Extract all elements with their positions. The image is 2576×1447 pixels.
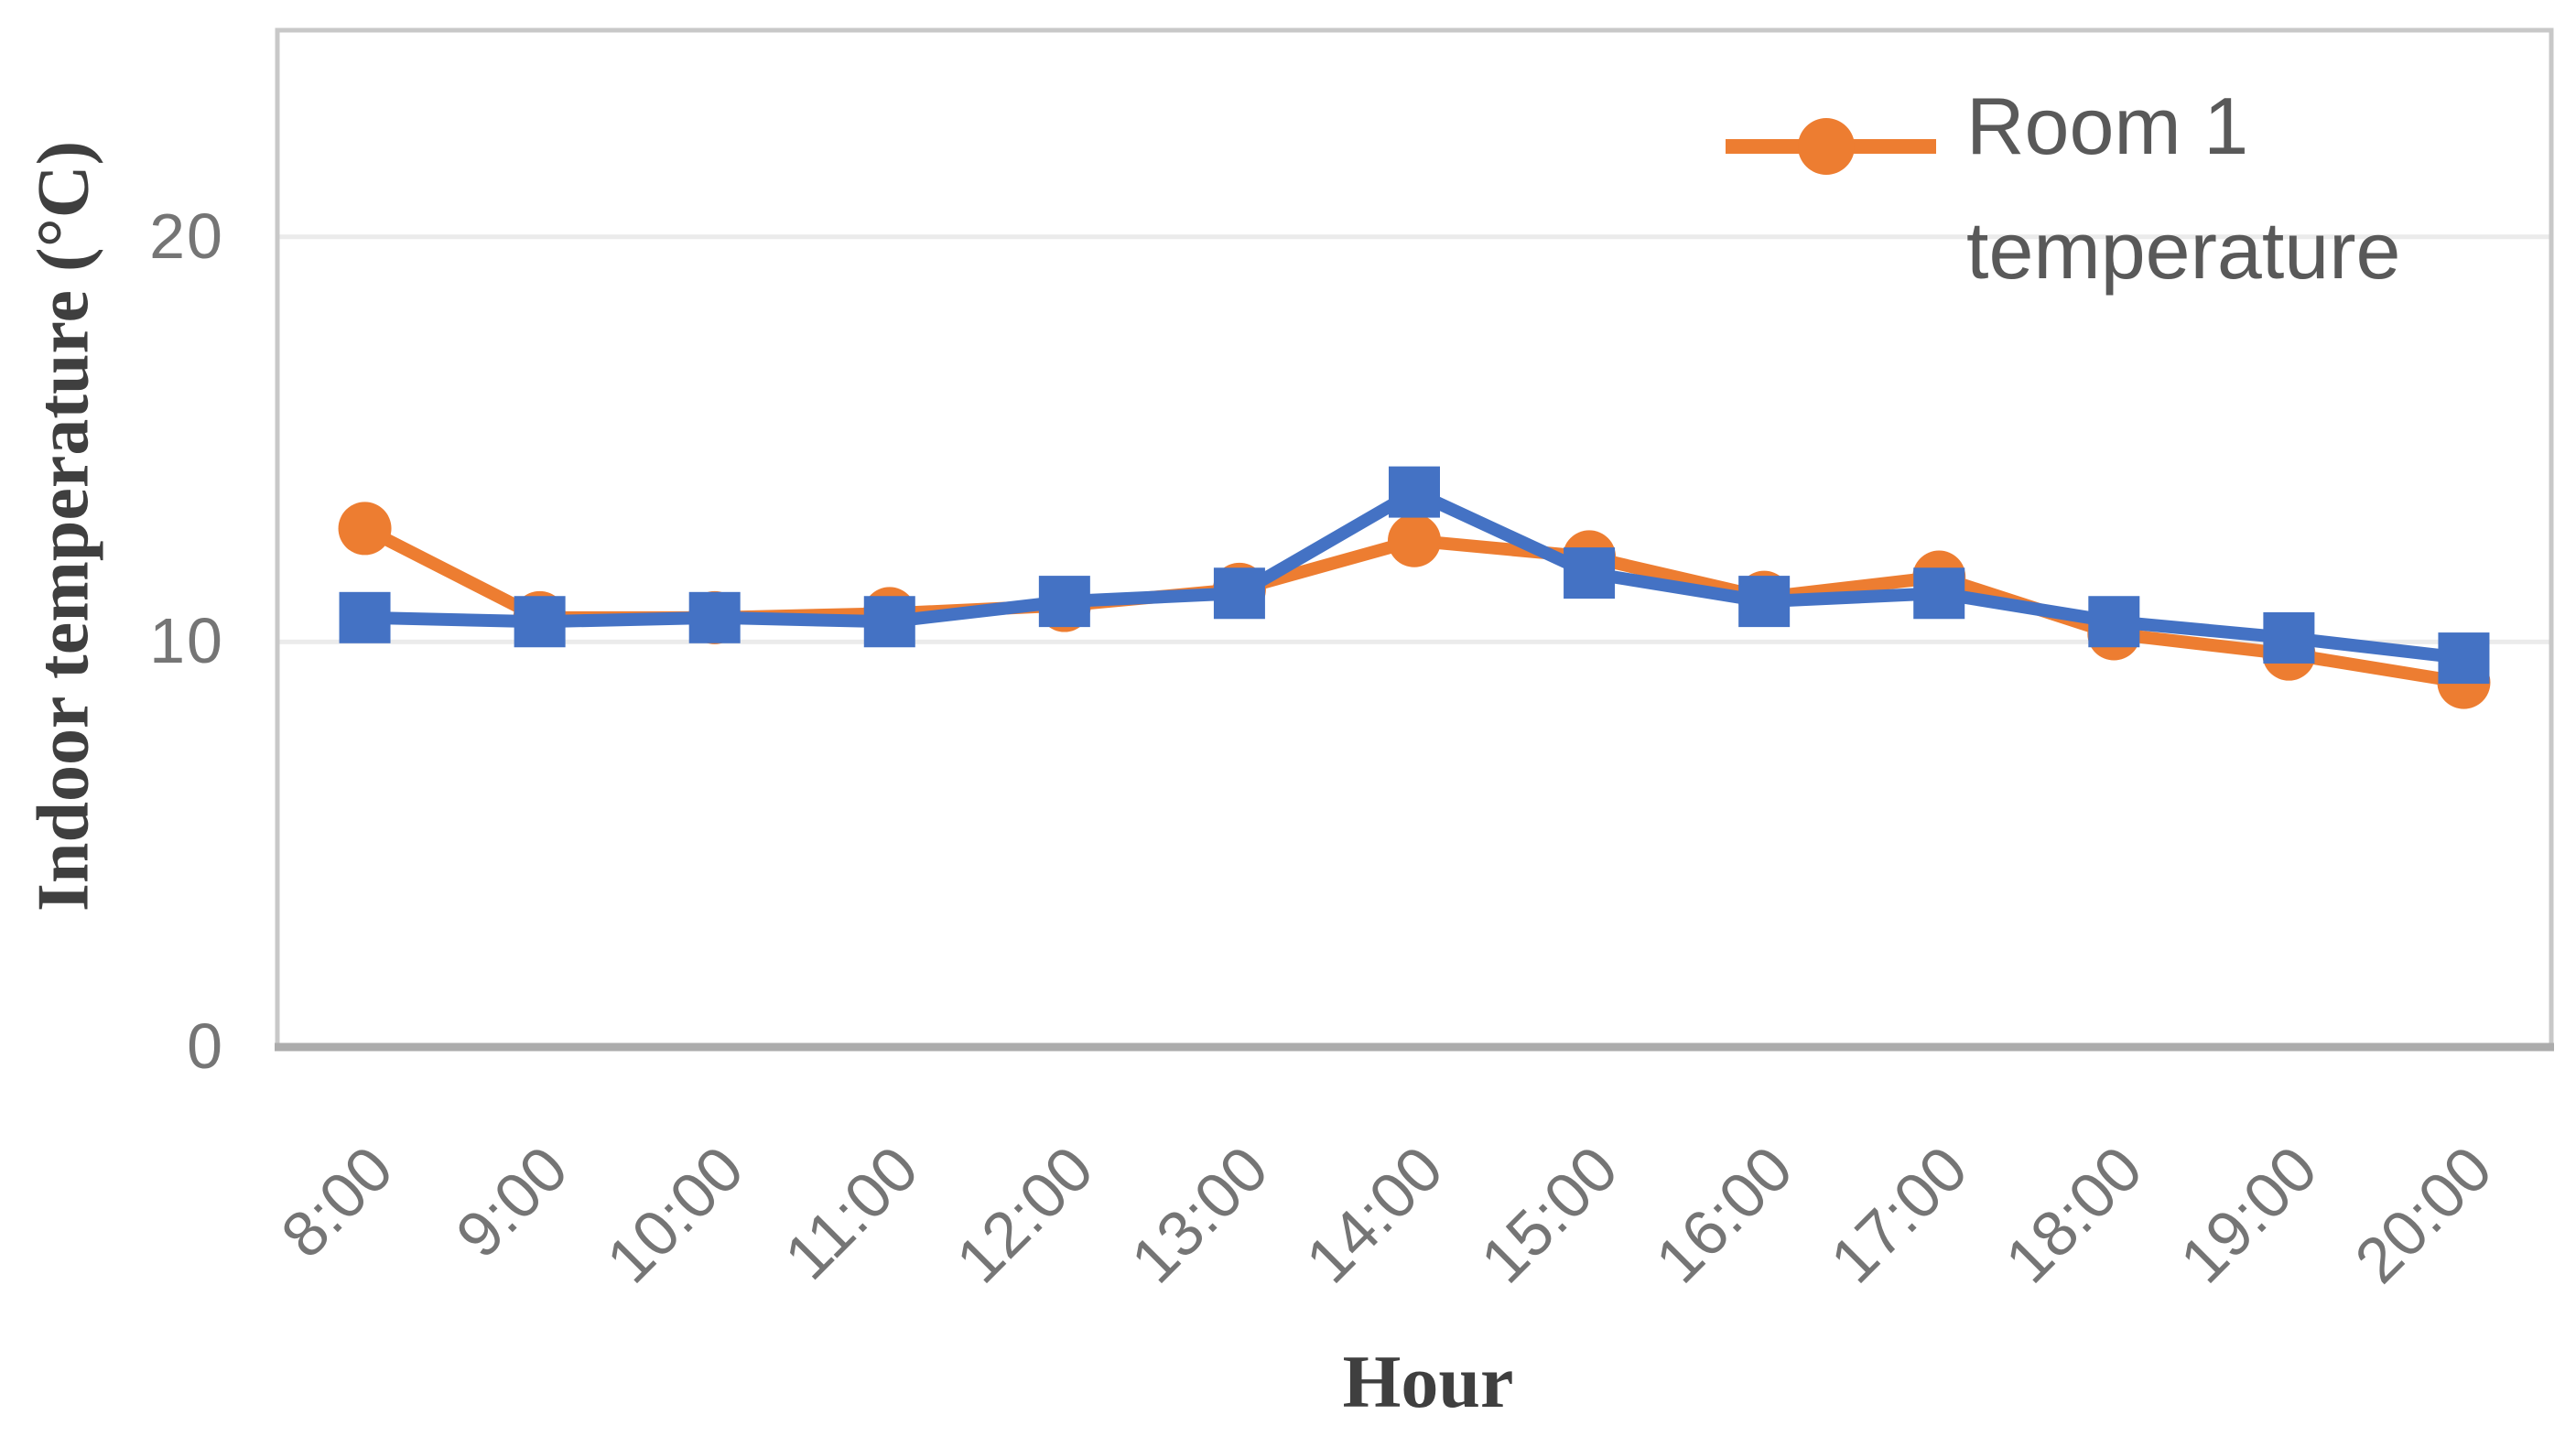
legend: Room 1 temperature: [1721, 64, 2400, 313]
data-point-square: [863, 596, 915, 648]
data-point-circle: [338, 502, 392, 556]
data-point-square: [514, 596, 566, 648]
legend-room1-label: Room 1 temperature: [1966, 64, 2400, 313]
data-point-square: [339, 591, 391, 643]
y-tick-label: 10: [149, 605, 224, 677]
y-tick-label: 0: [187, 1010, 224, 1082]
legend-label-line2: temperature: [1966, 205, 2401, 296]
data-point-square: [2088, 596, 2140, 648]
data-point-square: [2438, 632, 2490, 685]
data-point-square: [2263, 611, 2315, 664]
legend-room1-marker-icon: [1726, 118, 1936, 175]
data-point-square: [1038, 576, 1090, 628]
y-axis-title: Indoor temperature (°C): [23, 140, 104, 912]
data-point-square: [1389, 466, 1440, 518]
legend-label-line1: Room 1: [1966, 81, 2249, 171]
data-point-circle: [1388, 513, 1441, 567]
data-point-square: [688, 591, 741, 643]
data-point-square: [1738, 576, 1791, 628]
x-axis-title: Hour: [1342, 1340, 1514, 1423]
data-point-square: [1564, 547, 1616, 599]
y-tick-label: 20: [149, 200, 224, 272]
data-point-square: [1213, 567, 1265, 620]
data-point-square: [1913, 567, 1965, 620]
